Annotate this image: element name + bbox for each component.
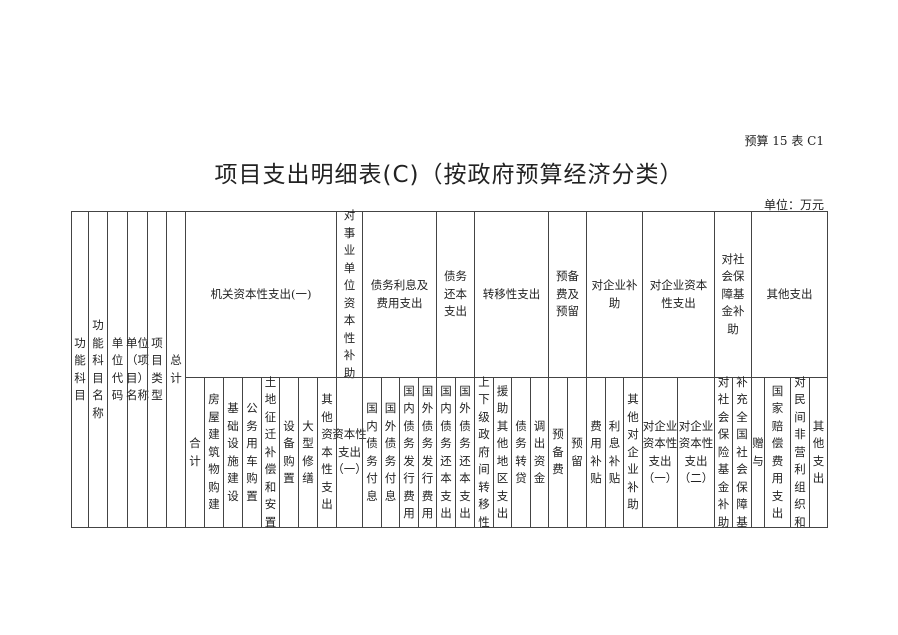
subcolumn-header: 费用补贴 — [586, 377, 606, 528]
group-header: 对企业补助 — [586, 211, 643, 378]
column-header: 项目类型 — [147, 211, 167, 528]
subcolumn-header: 国外债务还本支出 — [455, 377, 475, 528]
column-header-label: 单位代码 — [111, 335, 124, 403]
form-code: 预算 15 表 C1 — [744, 134, 824, 148]
subcolumn-header: 预备费 — [548, 377, 568, 528]
subcolumn-header: 国外债务发行费用 — [418, 377, 437, 528]
subcolumn-header: 对民间非营利组织和 — [790, 375, 810, 529]
subcolumn-header: 对企业资本性支出（一） — [642, 377, 678, 528]
subcolumn-header-label: 国外债务付息 — [384, 401, 397, 503]
subcolumn-header: 房屋建筑物购建 — [204, 377, 224, 528]
subcolumn-header: 其他支出 — [809, 377, 828, 528]
subcolumn-header-label: 援助其他地区支出 — [496, 383, 509, 521]
group-header: 对企业资本性支出 — [642, 211, 715, 378]
subcolumn-header-label: 上下级政府间转移性 — [478, 374, 490, 529]
subcolumn-header: 援助其他地区支出 — [493, 377, 512, 528]
group-header: 预备费及预留 — [548, 211, 587, 378]
subcolumn-header-label: 债务转贷 — [515, 418, 527, 486]
subcolumn-header: 国家赔偿费用支出 — [764, 377, 791, 528]
group-header-label: 对企业补助 — [591, 278, 638, 310]
subcolumn-header-label: 其他资本性支出 — [321, 392, 333, 512]
group-header: 对事业单位资本性补助 — [336, 208, 363, 380]
subcolumn-header-label: 对社会保险基金补助 — [717, 374, 730, 529]
subcolumn-header-label: 利息补贴 — [608, 418, 621, 486]
subcolumn-header-label: 对企业资本性支出（一） — [642, 418, 678, 486]
subcolumn-header-label: 对民间非营利组织和 — [794, 374, 806, 529]
group-header-label: 转移性支出 — [482, 286, 541, 301]
subcolumn-header-label: 设备购置 — [283, 418, 295, 486]
column-header-label: 功能科目 — [74, 335, 86, 403]
group-header: 债务利息及费用支出 — [362, 211, 437, 378]
group-header-label: 债务还本支出 — [444, 269, 467, 319]
column-header: 单位（项目）名称 — [126, 211, 149, 528]
subcolumn-header-label: 补充全国社会保障基 — [736, 374, 748, 529]
subcolumn-header: 调出资金 — [530, 377, 549, 528]
subcolumn-header-label: 国内债务发行费用 — [403, 383, 415, 521]
group-header-label: 对社会保障基金补助 — [721, 251, 745, 336]
subcolumn-header-label: 其他对企业补助 — [627, 392, 639, 512]
subcolumn-header: 预留 — [567, 377, 587, 528]
page-title: 项目支出明细表(C)（按政府预算经济分类） — [214, 162, 684, 188]
subcolumn-header: 合计 — [185, 377, 205, 528]
group-header: 债务还本支出 — [436, 211, 475, 378]
subcolumn-header-label: 国外债务发行费用 — [421, 383, 434, 521]
subcolumn-header: 设备购置 — [279, 377, 299, 528]
subcolumn-header-label: 国内债务还本支出 — [440, 383, 452, 521]
subcolumn-header-label: 基础设施建设 — [227, 401, 239, 503]
subcolumn-header: 对企业资本性支出（二） — [677, 377, 715, 528]
group-header: 机关资本性支出(一) — [185, 211, 337, 378]
subcolumn-header-label: 对企业资本性支出（二） — [678, 418, 714, 486]
subcolumn-header: 对社会保险基金补助 — [714, 375, 733, 529]
subcolumn-header-label: 土地征迁补偿和安置 — [264, 374, 277, 529]
subcolumn-header-label: 费用补贴 — [590, 418, 602, 486]
group-header: 转移性支出 — [474, 211, 549, 378]
subcolumn-header-label: 预留 — [571, 436, 583, 468]
column-header: 单位代码 — [107, 211, 128, 528]
subcolumn-header: 基础设施建设 — [223, 377, 243, 528]
subcolumn-header-label: 赠与 — [752, 436, 764, 468]
subcolumn-header-label: 国外债务还本支出 — [459, 383, 471, 521]
column-header-label: 功能科目名称 — [92, 318, 104, 420]
subcolumn-header: 国内债务发行费用 — [399, 377, 419, 528]
group-header-label: 对事业单位资本性补助 — [343, 208, 356, 380]
subcolumn-header-label: 大型修缮 — [302, 418, 314, 486]
subcolumn-header: 资本性支出（一） — [332, 377, 367, 528]
subcolumn-header: 公务用车购置 — [242, 377, 262, 528]
subcolumn-header: 土地征迁补偿和安置 — [261, 375, 280, 529]
subcolumn-header: 利息补贴 — [605, 377, 624, 528]
group-header-label: 对企业资本性支出 — [649, 278, 708, 310]
column-header: 总计 — [166, 211, 186, 528]
group-header: 对社会保障基金补助 — [714, 211, 752, 378]
subcolumn-header-label: 其他支出 — [812, 418, 825, 486]
subcolumn-header-label: 调出资金 — [533, 418, 546, 486]
subcolumn-header-label: 合计 — [189, 436, 201, 468]
group-header-label: 债务利息及费用支出 — [370, 278, 429, 310]
column-header-label: 项目类型 — [151, 335, 163, 403]
subcolumn-header-label: 资本性支出（一） — [332, 427, 367, 477]
subcolumn-header: 国内债务还本支出 — [436, 377, 456, 528]
subcolumn-header-label: 公务用车购置 — [246, 401, 258, 503]
subcolumn-header: 其他对企业补助 — [623, 377, 643, 528]
subcolumn-header-label: 预备费 — [552, 427, 564, 477]
subcolumn-header: 大型修缮 — [298, 377, 318, 528]
subcolumn-header-label: 房屋建筑物购建 — [208, 392, 220, 512]
subcolumn-header: 赠与 — [751, 377, 765, 528]
group-header-label: 机关资本性支出(一) — [210, 286, 312, 301]
subcolumn-header-label: 国内债务付息 — [366, 401, 378, 503]
subcolumn-header-label: 国家赔偿费用支出 — [771, 383, 784, 521]
column-header-label: 总计 — [170, 353, 182, 385]
subcolumn-header: 国外债务付息 — [381, 377, 400, 528]
subcolumn-header: 补充全国社会保障基 — [732, 375, 752, 529]
column-header-label: 单位（项目）名称 — [126, 335, 149, 403]
unit-label: 单位：万元 — [763, 198, 824, 212]
subcolumn-header: 国内债务付息 — [362, 377, 382, 528]
column-header: 功能科目 — [71, 211, 89, 528]
subcolumn-header: 债务转贷 — [511, 377, 531, 528]
group-header: 其他支出 — [751, 211, 828, 378]
column-header: 功能科目名称 — [88, 211, 108, 528]
group-header-label: 其他支出 — [766, 286, 813, 301]
subcolumn-header: 上下级政府间转移性 — [474, 375, 494, 529]
group-header-label: 预备费及预留 — [556, 269, 579, 319]
